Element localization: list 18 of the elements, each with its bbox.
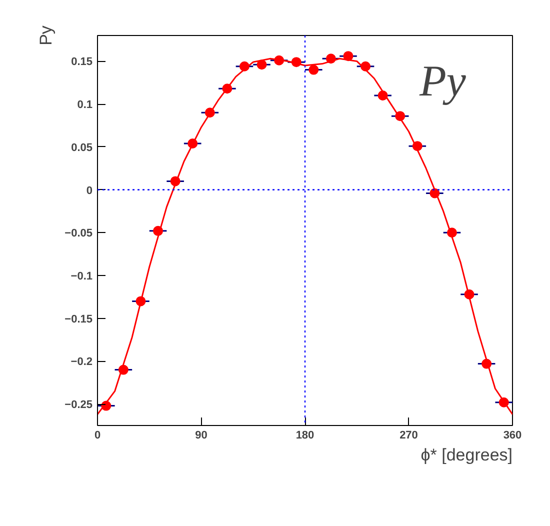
- y-axis-title: Py: [36, 25, 56, 46]
- x-tick-label: 180: [296, 430, 314, 442]
- annotation: Py: [418, 56, 466, 106]
- y-tick-label: −0.25: [64, 399, 93, 412]
- point: [308, 64, 319, 75]
- y-tick-label: 0.15: [71, 56, 93, 68]
- x-axis-title: ϕ* [degrees]: [420, 446, 513, 464]
- y-tick-label: 0: [86, 184, 93, 197]
- y-tick-label: 0.1: [77, 99, 93, 112]
- y-tick-label: −0.15: [64, 313, 93, 326]
- y-tick-label: −0.2: [70, 356, 93, 368]
- x-tick-label: 270: [400, 430, 418, 442]
- x-tick-label: 360: [503, 430, 522, 442]
- y-tick-label: −0.1: [70, 270, 93, 282]
- y-tick-label: 0.05: [71, 142, 93, 154]
- x-tick-label: 0: [94, 430, 101, 442]
- x-tick-label: 90: [195, 430, 208, 442]
- y-tick-label: −0.05: [64, 228, 93, 240]
